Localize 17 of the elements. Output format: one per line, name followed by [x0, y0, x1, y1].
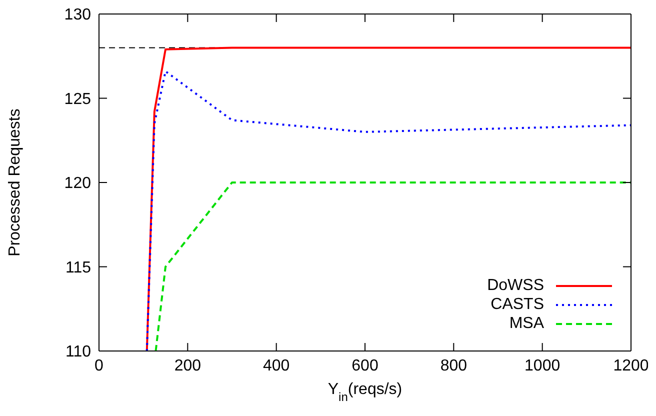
y-tick-label: 120 [64, 175, 92, 192]
legend-label: MSA [509, 314, 544, 332]
legend-label: DoWSS [487, 276, 544, 294]
y-tick-label: 115 [65, 259, 92, 276]
x-tick-label: 400 [262, 357, 290, 374]
y-tick-label: 110 [65, 344, 92, 361]
legend-label: CASTS [490, 296, 544, 314]
x-tick-label: 600 [352, 357, 378, 374]
x-tick-label: 0 [94, 357, 104, 374]
y-axis-title: Processed Requests [6, 108, 24, 256]
y-tick-label: 130 [64, 6, 92, 24]
x-axis-title: Y$_{in}$(reqs/s) [328, 381, 402, 404]
x-tick-label: 200 [174, 357, 202, 374]
x-tick-label: 800 [440, 357, 468, 374]
x-tick-label: 1000 [524, 357, 560, 374]
y-tick-label: 125 [64, 90, 92, 108]
x-tick-label: 1200 [613, 357, 649, 374]
